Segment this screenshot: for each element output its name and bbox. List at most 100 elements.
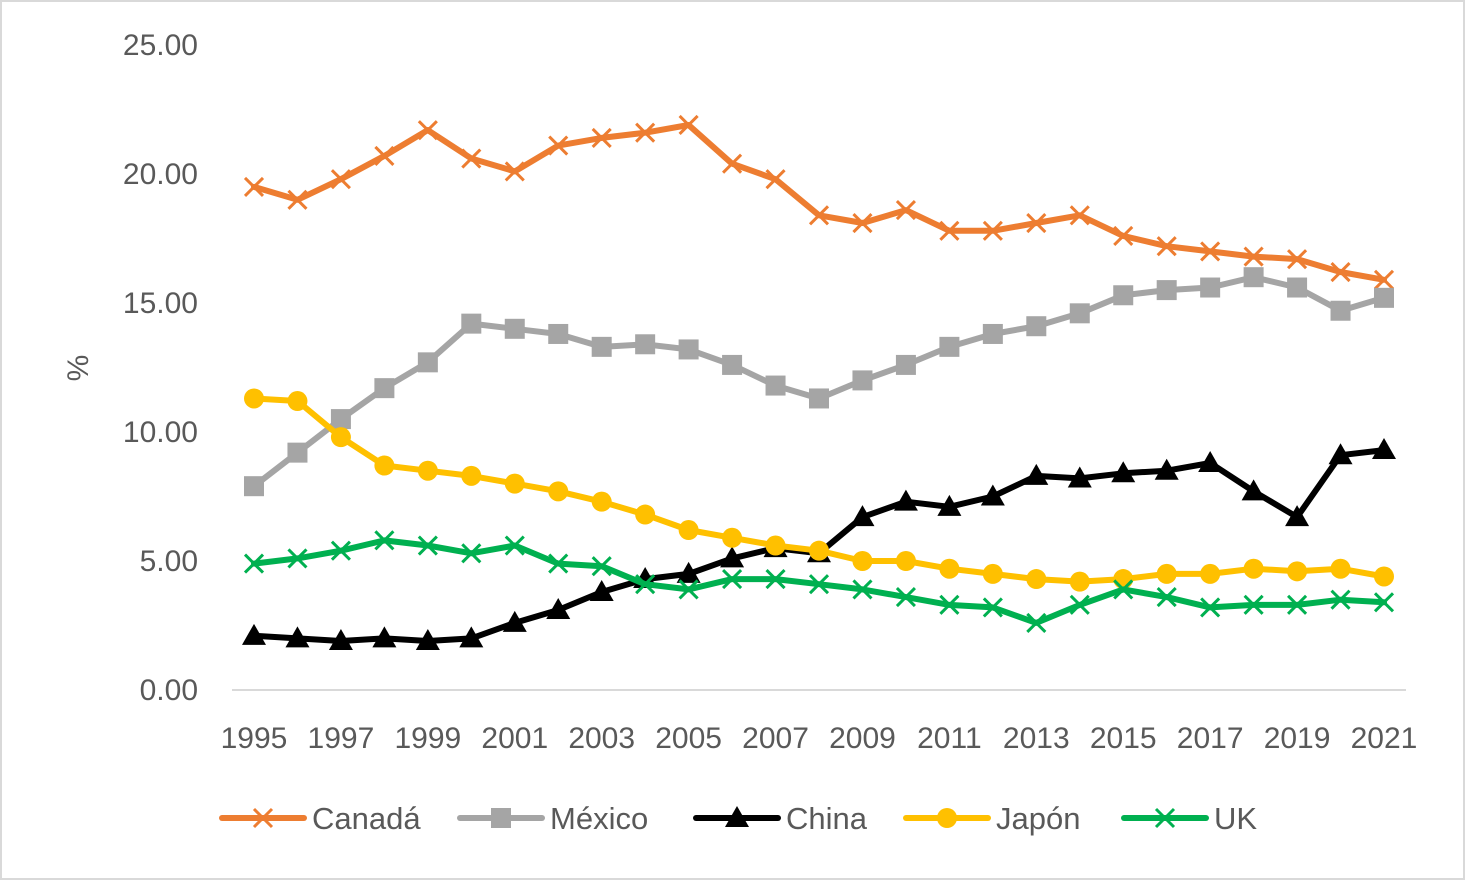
y-axis-label: % <box>62 355 95 382</box>
x-tick-label: 2001 <box>481 722 548 755</box>
data-point-china <box>1111 461 1136 483</box>
data-point-canada <box>1287 249 1308 270</box>
data-point-mexico <box>678 339 699 360</box>
data-point-mexico <box>417 352 438 373</box>
data-point-japon <box>548 481 569 502</box>
data-point-china <box>415 628 440 650</box>
data-point-uk <box>1373 592 1395 613</box>
data-point-japon <box>504 473 525 494</box>
data-point-uk <box>852 579 873 600</box>
data-point-canada <box>982 220 1003 241</box>
data-point-japon <box>722 527 743 548</box>
data-point-mexico <box>504 318 525 339</box>
data-point-uk <box>722 568 743 590</box>
legend-item-japon: Japón <box>903 801 1080 836</box>
x-tick-label: 2003 <box>568 722 635 755</box>
x-tick-label: 2019 <box>1264 722 1331 755</box>
data-point-canada <box>635 122 656 143</box>
data-point-china <box>893 489 918 511</box>
data-point-japon <box>1200 563 1221 584</box>
data-point-canada <box>1069 205 1090 226</box>
legend-label: Japón <box>996 801 1080 836</box>
data-point-china <box>372 626 397 648</box>
data-point-japon <box>852 551 873 571</box>
data-point-mexico <box>330 409 351 430</box>
data-point-japon <box>287 391 308 412</box>
data-point-canada <box>1113 225 1134 246</box>
data-point-japon <box>678 520 699 541</box>
data-point-mexico <box>635 334 656 355</box>
data-point-uk <box>1243 594 1264 615</box>
data-point-china <box>1024 463 1049 485</box>
data-point-mexico <box>591 336 612 357</box>
data-point-china <box>459 626 484 648</box>
data-point-uk <box>982 597 1003 618</box>
legend-item-china: China <box>693 801 868 836</box>
data-point-mexico <box>765 375 786 396</box>
data-point-canada <box>591 127 612 148</box>
data-point-uk <box>1069 594 1090 615</box>
legend-marker <box>937 808 957 828</box>
data-point-japon <box>1374 566 1394 587</box>
data-point-canada <box>417 120 438 141</box>
data-point-mexico <box>1156 280 1177 301</box>
legend-label: México <box>550 801 648 836</box>
series-uk <box>243 530 1395 633</box>
data-point-uk <box>1330 589 1351 610</box>
data-point-japon <box>330 427 351 448</box>
data-point-japon <box>461 465 482 486</box>
legend-marker <box>252 807 274 829</box>
legend-item-mexico: México <box>457 801 648 836</box>
data-point-mexico <box>461 313 482 334</box>
legend-marker <box>1154 807 1176 829</box>
data-point-japon <box>1069 571 1090 592</box>
data-point-japon <box>1287 561 1308 582</box>
data-point-canada <box>939 220 960 241</box>
data-point-china <box>589 579 614 601</box>
data-point-china <box>1198 450 1223 472</box>
data-point-japon <box>809 540 829 561</box>
legend-item-canada: Canadá <box>219 801 421 836</box>
data-point-china <box>937 494 962 516</box>
data-point-uk <box>504 535 525 556</box>
legend-label: Canadá <box>312 801 421 836</box>
data-point-canada <box>1243 246 1264 267</box>
data-point-japon <box>982 563 1003 584</box>
data-point-mexico <box>1113 285 1134 306</box>
data-point-japon <box>417 460 438 481</box>
data-point-canada <box>504 161 525 182</box>
data-point-japon <box>1156 563 1177 584</box>
legend-label: China <box>786 801 868 836</box>
series-line-mexico <box>251 274 1387 490</box>
y-tick-label: 0.00 <box>140 674 198 707</box>
data-point-china <box>1241 479 1266 501</box>
data-point-uk <box>678 579 699 600</box>
data-point-uk <box>243 553 265 574</box>
data-point-china <box>546 598 571 620</box>
legend-item-uk: UK <box>1121 801 1257 836</box>
data-point-uk <box>374 530 395 551</box>
data-point-japon <box>1113 569 1134 590</box>
data-point-mexico <box>374 378 395 399</box>
data-point-japon <box>1330 558 1351 579</box>
data-point-canada <box>1373 269 1395 290</box>
legend-marker <box>725 806 749 827</box>
data-point-china <box>720 546 745 568</box>
data-point-japon <box>1243 558 1264 579</box>
data-point-japon <box>1026 569 1047 590</box>
series-japon <box>244 388 1394 592</box>
data-point-uk <box>461 543 482 564</box>
data-point-japon <box>635 504 656 525</box>
data-point-canada <box>852 212 873 234</box>
data-point-canada <box>287 189 308 210</box>
data-point-china <box>1372 438 1396 460</box>
legend: Canadá México China Japón UK <box>219 801 1257 836</box>
legend-marker <box>491 808 511 828</box>
data-point-uk <box>1200 597 1221 618</box>
data-point-mexico <box>1330 300 1351 321</box>
x-tick-label: 2005 <box>655 722 722 755</box>
data-point-canada <box>1156 236 1177 257</box>
data-point-uk <box>1287 594 1308 615</box>
data-point-canada <box>895 200 916 221</box>
data-point-canada <box>678 114 699 136</box>
